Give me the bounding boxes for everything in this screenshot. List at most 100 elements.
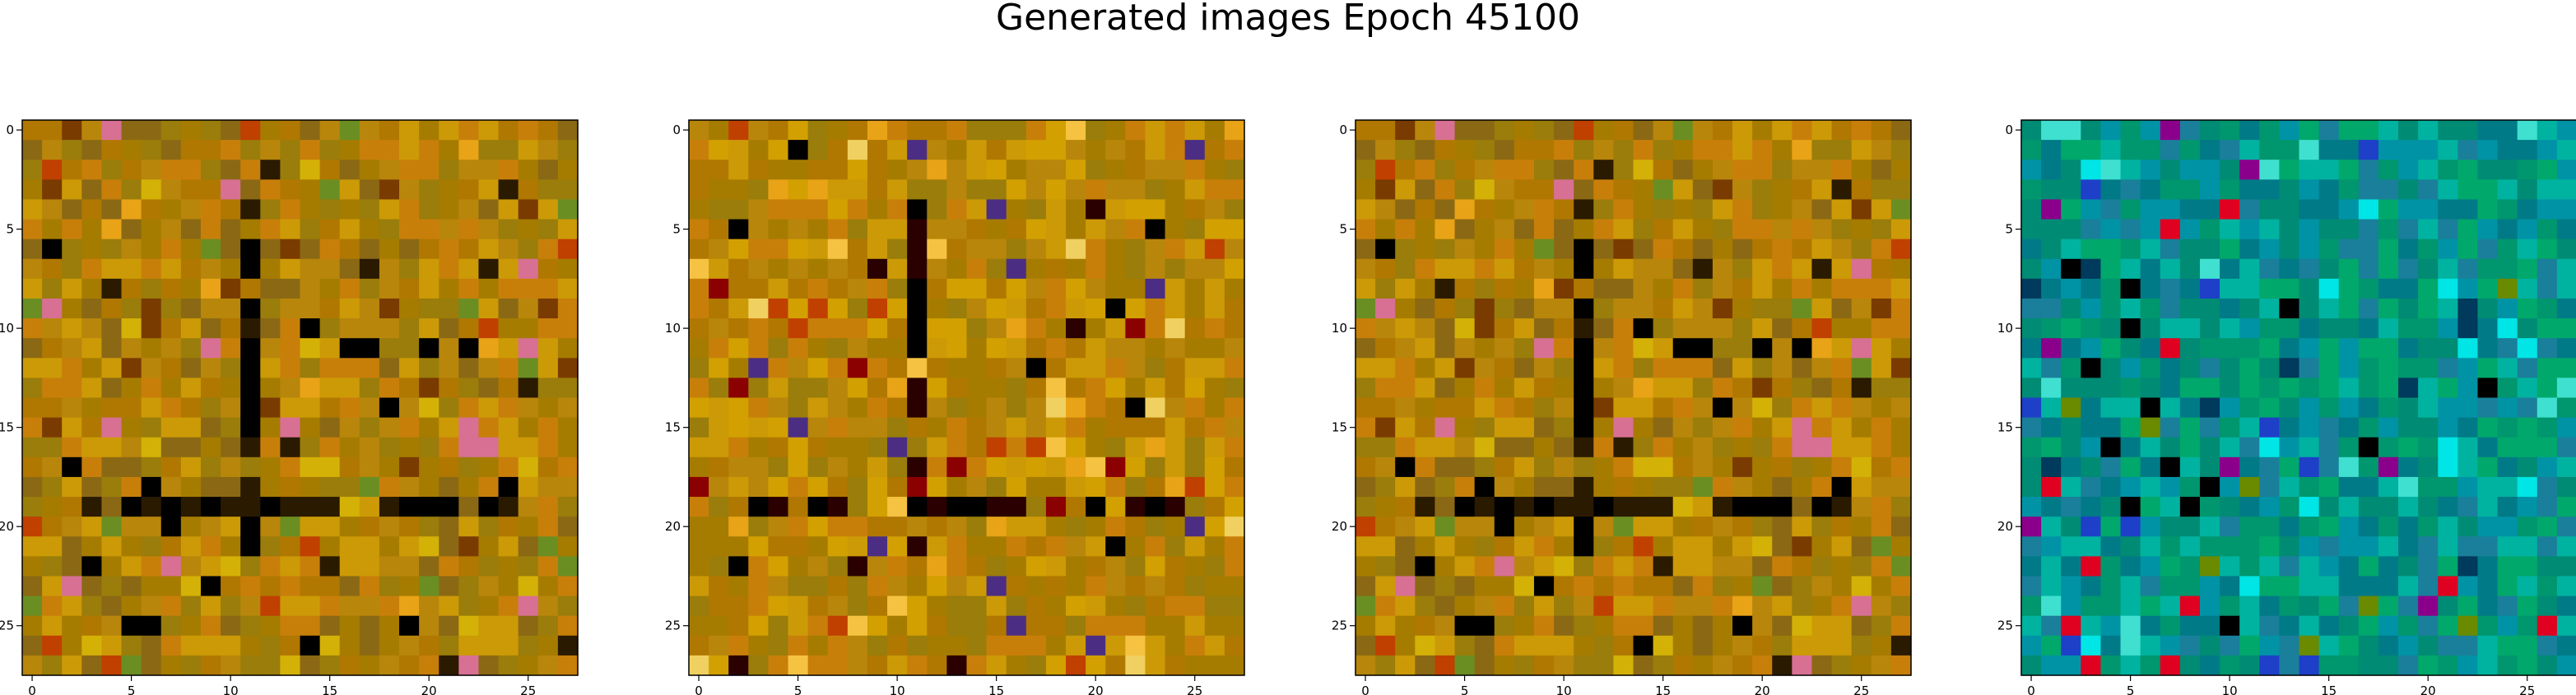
pixel [180,615,202,637]
pixel [2120,219,2141,240]
pixel [1792,179,1813,201]
pixel [2398,615,2419,637]
pixel [2179,378,2201,399]
pixel [1574,338,1594,359]
pixel [827,397,849,419]
pixel [689,576,709,597]
pixel [709,358,729,378]
pixel [1224,140,1245,160]
pixel [2279,378,2300,399]
pixel [689,476,709,498]
pixel [200,536,221,557]
pixel [827,536,849,557]
pixel [2438,615,2458,637]
pixel [1375,278,1396,299]
pixel [768,199,789,220]
pixel [141,239,162,260]
pixel [498,219,519,240]
pixel [1086,497,1106,517]
pixel [62,655,82,676]
pixel [1851,120,1872,141]
pixel [907,397,928,419]
pixel [1375,120,1396,141]
pixel [2457,140,2479,160]
pixel [2179,437,2201,458]
pixel [1692,536,1713,557]
pixel [1145,576,1166,597]
pixel [887,199,908,220]
pixel [458,160,480,180]
pixel [518,378,539,399]
pixel [2378,219,2399,240]
pixel [847,160,868,180]
pixel [2279,417,2300,438]
pixel [946,219,968,240]
pixel [907,219,928,240]
pixel [1712,258,1733,280]
pixel [2517,417,2538,438]
pixel [2061,298,2081,319]
pixel [240,397,261,419]
pixel [768,536,789,557]
pixel [1593,456,1614,478]
pixel [827,655,849,676]
pixel [2378,358,2399,378]
pixel [1066,140,1086,160]
pixel [339,318,360,339]
pixel [300,536,321,557]
pixel [966,615,988,637]
pixel [1125,278,1146,299]
pixel [2259,160,2280,180]
pixel [101,595,123,617]
pixel [1224,120,1245,141]
pixel [2556,239,2576,260]
pixel [2438,378,2458,399]
pixel [478,258,500,280]
pixel [887,239,908,260]
pixel [1086,655,1106,676]
pixel [709,239,729,260]
pixel [1633,278,1654,299]
pixel [1811,517,1833,537]
pixel [2239,615,2260,637]
pixel [867,378,888,399]
pixel [2457,397,2479,419]
pixel [1494,219,1515,240]
pixel [2497,556,2518,577]
pixel [458,417,480,438]
pixel [1105,655,1126,676]
pixel [319,417,341,438]
pixel [927,497,947,517]
pixel [2457,358,2479,378]
pixel [1375,595,1396,617]
pixel [1165,417,1186,438]
pixel [1355,358,1376,378]
pixel [966,536,988,557]
pixel [1890,258,1912,280]
pixel [1574,536,1594,557]
pixel [887,120,908,141]
pixel [42,556,63,577]
pixel [2041,179,2062,201]
pixel [1633,378,1654,399]
axes-frame [1355,119,1912,676]
pixel [689,219,709,240]
pixel [2318,615,2340,637]
pixel [141,378,162,399]
pixel [2061,556,2081,577]
pixel [1494,417,1515,438]
pixel [1752,140,1773,160]
pixel [1494,456,1515,478]
pixel [2160,397,2181,419]
pixel [260,120,281,141]
pixel [1653,298,1674,319]
pixel [81,140,103,160]
pixel [2318,576,2340,597]
pixel [1692,476,1713,498]
pixel [1224,595,1245,617]
pixel [2457,635,2479,656]
pixel [458,338,480,359]
pixel [1415,417,1436,438]
pixel [1086,517,1106,537]
